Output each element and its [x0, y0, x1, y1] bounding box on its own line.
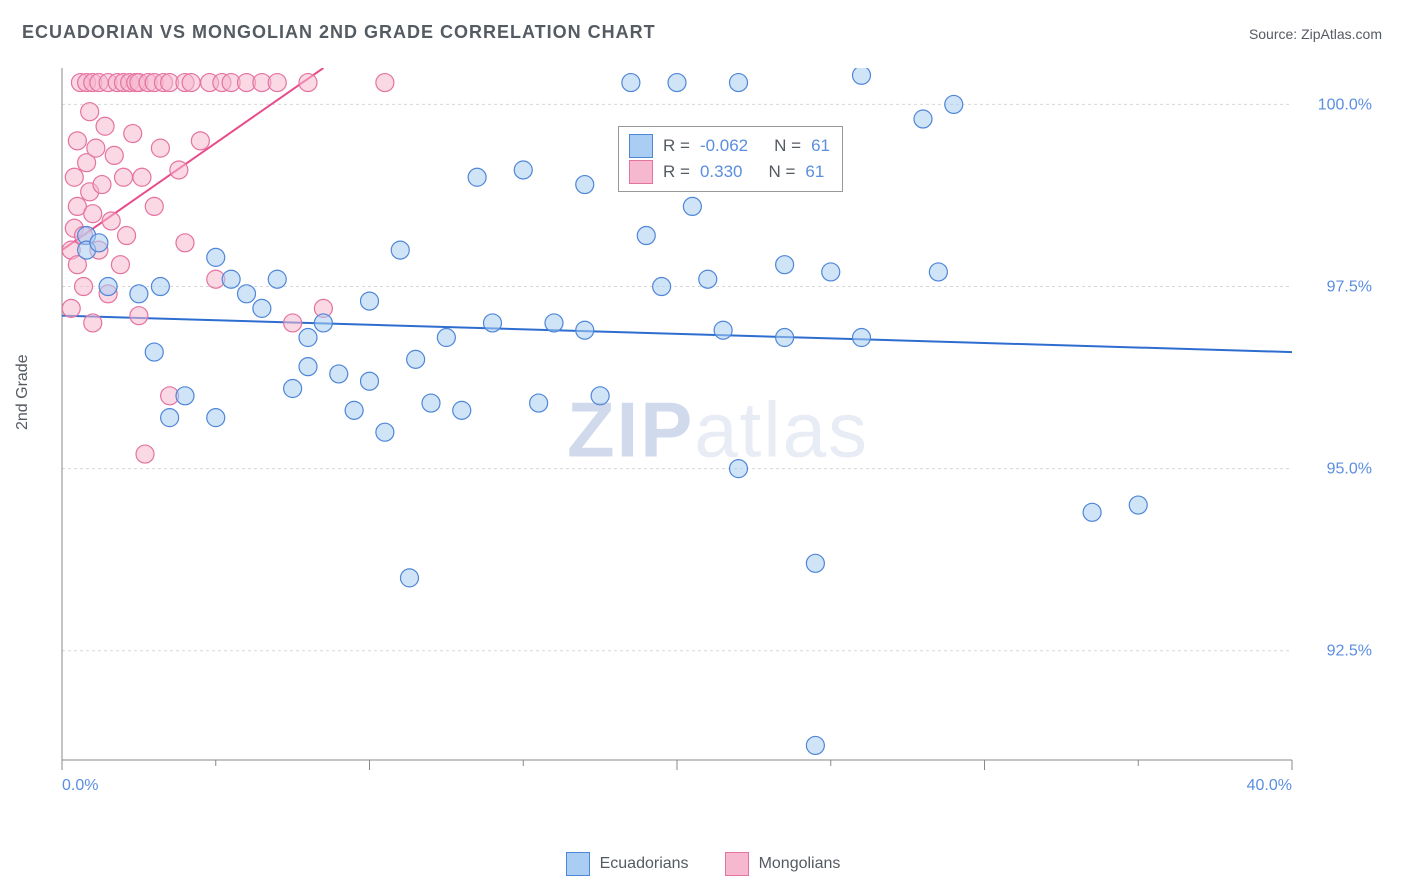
- legend-n-value: 61: [811, 136, 830, 156]
- y-axis-title: 2nd Grade: [14, 354, 32, 430]
- legend-n-label: N =: [774, 136, 801, 156]
- legend-swatch: [629, 160, 653, 184]
- legend-series: Ecuadorians Mongolians: [0, 852, 1406, 876]
- legend-n-label: N =: [768, 162, 795, 182]
- svg-text:0.0%: 0.0%: [62, 777, 98, 794]
- plot-area: 0.0%40.0%92.5%95.0%97.5%100.0% ZIPatlas …: [58, 60, 1378, 800]
- legend-r-value: -0.062: [700, 136, 748, 156]
- legend-item: Ecuadorians: [566, 852, 689, 876]
- legend-r-label: R =: [663, 136, 690, 156]
- legend-label: Ecuadorians: [600, 855, 689, 873]
- source-link[interactable]: ZipAtlas.com: [1301, 26, 1382, 42]
- svg-text:40.0%: 40.0%: [1247, 777, 1292, 794]
- legend-n-value: 61: [805, 162, 824, 182]
- legend-item: Mongolians: [725, 852, 841, 876]
- legend-r-label: R =: [663, 162, 690, 182]
- source-label: Source: ZipAtlas.com: [1249, 26, 1382, 42]
- svg-text:95.0%: 95.0%: [1327, 461, 1372, 478]
- legend-swatch: [629, 134, 653, 158]
- legend-swatch: [725, 852, 749, 876]
- legend-label: Mongolians: [759, 855, 841, 873]
- source-prefix: Source:: [1249, 26, 1301, 42]
- legend-row: R = 0.330 N = 61: [629, 159, 830, 185]
- chart-title: ECUADORIAN VS MONGOLIAN 2ND GRADE CORREL…: [22, 22, 656, 43]
- svg-text:97.5%: 97.5%: [1327, 279, 1372, 296]
- legend-row: R = -0.062 N = 61: [629, 133, 830, 159]
- legend-r-value: 0.330: [700, 162, 743, 182]
- svg-text:100.0%: 100.0%: [1318, 96, 1372, 113]
- legend-correlation: R = -0.062 N = 61 R = 0.330 N = 61: [618, 126, 843, 192]
- svg-text:92.5%: 92.5%: [1327, 643, 1372, 660]
- legend-swatch: [566, 852, 590, 876]
